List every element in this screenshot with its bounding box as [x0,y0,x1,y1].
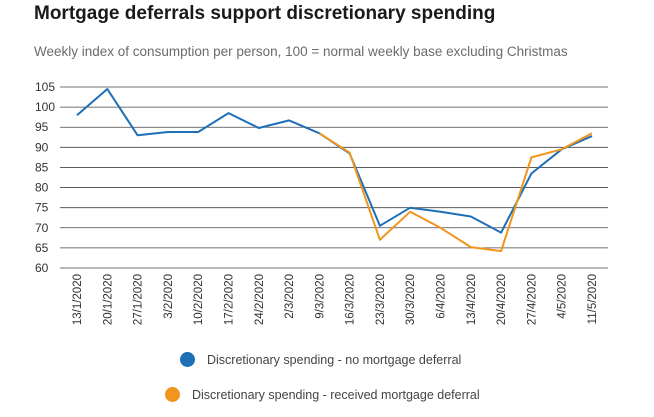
x-tick-label: 20/1/2020 [102,274,114,325]
x-tick-label: 16/3/2020 [345,274,357,325]
x-tick-label: 23/3/2020 [375,274,387,325]
x-tick-label: 17/2/2020 [223,274,235,325]
y-tick-label: 70 [35,221,49,235]
x-tick-label: 10/2/2020 [193,274,205,325]
x-tick-label: 2/3/2020 [284,274,296,319]
y-tick-label: 80 [35,181,49,195]
x-tick-label: 24/2/2020 [254,274,266,325]
y-tick-label: 100 [35,100,55,114]
x-tick-label: 6/4/2020 [436,274,448,319]
y-tick-label: 105 [35,80,55,94]
gridlines [60,86,608,269]
series-line-received-deferral [318,132,593,253]
x-tick-label: 3/2/2020 [163,274,175,319]
x-tick-label: 9/3/2020 [314,274,326,319]
x-tick-label: 20/4/2020 [496,274,508,325]
x-axis-ticks: 13/1/2020 20/1/2020 27/1/2020 3/2/2020 10/2/… [72,274,599,325]
chart-title: Mortgage deferrals support discretionary… [34,3,496,24]
y-tick-label: 65 [35,241,49,255]
x-tick-label: 13/1/2020 [72,274,84,325]
y-tick-label: 90 [35,140,49,154]
y-tick-label: 60 [35,261,49,275]
y-tick-label: 95 [35,120,49,134]
x-tick-label: 11/5/2020 [587,274,599,324]
chart-subtitle: Weekly index of consumption per person, … [34,44,568,59]
series-lines [76,88,593,253]
x-tick-label: 30/3/2020 [405,274,417,325]
y-tick-label: 85 [35,160,49,174]
y-axis-ticks: 60 65 70 75 80 85 90 95 100 105 [35,80,55,275]
x-tick-label: 27/1/2020 [133,274,145,325]
y-tick-label: 75 [35,201,49,215]
x-tick-label: 27/4/2020 [526,274,538,325]
x-tick-label: 4/5/2020 [557,274,569,319]
x-tick-label: 13/4/2020 [466,274,478,325]
